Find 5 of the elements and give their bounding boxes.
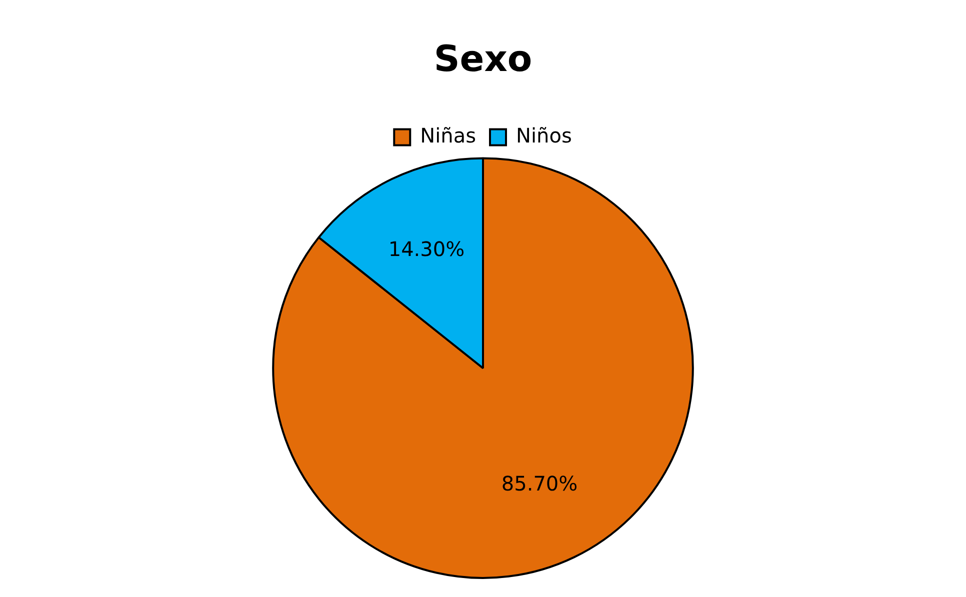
- chart-title: Sexo: [434, 38, 532, 80]
- data-label: 14.30%: [388, 237, 465, 262]
- legend-label: Niños: [516, 123, 572, 148]
- data-label: 85.70%: [501, 472, 578, 496]
- legend-label: Niñas: [420, 123, 476, 148]
